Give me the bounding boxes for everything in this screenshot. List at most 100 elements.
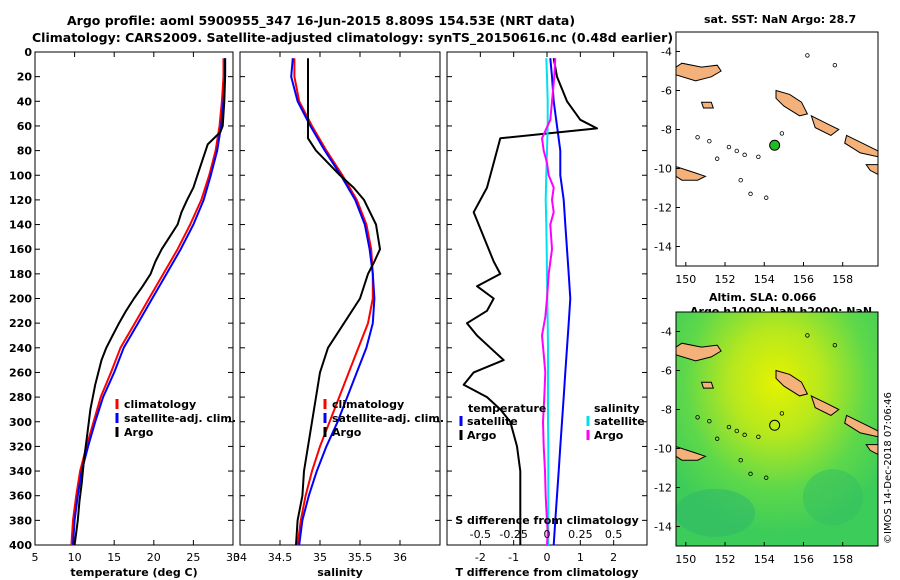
map-xtick-label: 154 xyxy=(754,273,775,286)
series-difference-salinity-argo xyxy=(541,58,557,546)
island-outline xyxy=(738,458,743,463)
legend-label-salinity: satellite-adj. clim. xyxy=(332,412,444,425)
ytick-label-depth: 300 xyxy=(9,416,32,429)
xlabel-temperature: temperature (deg C) xyxy=(70,566,197,579)
land-shape xyxy=(865,444,878,455)
legend-label-salinity: climatology xyxy=(332,398,404,411)
xtick-label-difference: 2 xyxy=(610,551,617,564)
xtick-label-temperature: 10 xyxy=(68,551,82,564)
map-ytick-label: -4 xyxy=(661,326,672,339)
land-shape xyxy=(775,369,809,397)
header-line-1: Argo profile: aoml 5900955_347 16-Jun-20… xyxy=(67,13,576,28)
land-shape xyxy=(810,114,840,136)
xtick-label-temperature: 15 xyxy=(107,551,121,564)
legend-label-difference: satellite xyxy=(594,415,645,428)
xtick-label-salinity: 35.5 xyxy=(348,551,373,564)
xtick-label-s: -0.5 xyxy=(470,528,491,541)
ytick-label-depth: 280 xyxy=(9,391,32,404)
map-xtick-label: 158 xyxy=(832,273,853,286)
xtick-label-s: 0.5 xyxy=(605,528,623,541)
map-xtick-label: 158 xyxy=(832,553,853,566)
ytick-label-depth: 340 xyxy=(9,465,32,478)
ytick-label-depth: 80 xyxy=(17,145,33,158)
island-outline xyxy=(805,333,810,338)
xtick-label-salinity: 36 xyxy=(393,551,407,564)
land-shape xyxy=(676,62,722,82)
series-temperature-argo xyxy=(73,58,227,546)
sla-low-region xyxy=(676,488,756,537)
island-outline xyxy=(707,419,712,424)
land-shape xyxy=(676,166,707,181)
ytick-label-depth: 140 xyxy=(9,219,32,232)
xlabel-difference: T difference from climatology xyxy=(455,566,638,579)
map-ytick-label: -8 xyxy=(661,124,672,137)
sst-map-title: sat. SST: NaN Argo: 28.7 xyxy=(704,13,857,26)
map-frame-sla-map xyxy=(675,311,879,547)
series-salinity-climatology xyxy=(293,58,374,546)
legend-label-difference: satellite xyxy=(467,415,518,428)
xlabel2-difference: S difference from climatology xyxy=(455,514,639,527)
xtick-label-s: 0 xyxy=(544,528,551,541)
map-ytick-label: -6 xyxy=(661,85,672,98)
land-shape xyxy=(775,89,809,117)
island-outline xyxy=(832,342,838,348)
island-outline xyxy=(764,475,769,480)
land-shape xyxy=(700,101,715,109)
ytick-label-depth: 380 xyxy=(9,514,32,527)
map-xtick-label: 154 xyxy=(754,553,775,566)
map-ytick-label: -4 xyxy=(661,46,672,59)
series-difference-temperature-satellite xyxy=(549,58,572,546)
ytick-label-depth: 320 xyxy=(9,440,32,453)
xtick-label-salinity: 35 xyxy=(313,551,327,564)
map-ytick-label: -10 xyxy=(654,443,672,456)
island-outline xyxy=(695,135,700,140)
island-outline xyxy=(714,156,720,161)
xtick-label-temperature: 20 xyxy=(147,551,161,564)
ytick-label-depth: 20 xyxy=(17,71,33,84)
ytick-label-depth: 260 xyxy=(9,366,32,379)
legend-label-temperature: Argo xyxy=(124,426,154,439)
map-body-sla-map xyxy=(676,312,878,546)
island-outline xyxy=(714,436,720,441)
ytick-label-depth: 100 xyxy=(9,169,32,182)
map-xtick-label: 156 xyxy=(793,273,814,286)
xtick-label-difference: 0 xyxy=(544,551,551,564)
land-shape xyxy=(700,381,714,389)
legend-label-salinity: Argo xyxy=(332,426,362,439)
argo-position-marker xyxy=(769,139,781,151)
map-frame-sst-map xyxy=(675,31,879,267)
xtick-label-difference: -2 xyxy=(475,551,486,564)
argo-position-marker xyxy=(769,419,781,431)
ytick-label-depth: 400 xyxy=(9,539,32,552)
panel-frame-salinity xyxy=(239,51,441,546)
island-outline xyxy=(738,177,743,183)
island-outline xyxy=(707,138,712,144)
sla-low-region xyxy=(802,469,863,526)
land-shape xyxy=(865,164,878,175)
land-shape xyxy=(676,446,707,461)
xlabel-salinity: salinity xyxy=(317,566,363,579)
legend-label-temperature: satellite-adj. clim. xyxy=(124,412,236,425)
map-ytick-label: -12 xyxy=(654,482,672,495)
xtick-label-s: 0.25 xyxy=(568,528,593,541)
map-ytick-label: -12 xyxy=(654,202,672,215)
sla-map-title: Altim. SLA: 0.066 xyxy=(709,291,817,304)
map-xtick-label: 150 xyxy=(675,553,696,566)
xtick-label-difference: 1 xyxy=(577,551,584,564)
ytick-label-depth: 0 xyxy=(24,46,32,59)
island-outline xyxy=(742,152,747,158)
xtick-label-salinity: 34.5 xyxy=(268,551,293,564)
xtick-label-temperature: 25 xyxy=(186,551,200,564)
island-outline xyxy=(805,53,810,58)
map-ytick-label: -14 xyxy=(654,521,672,534)
xtick-label-s: -0.25 xyxy=(499,528,527,541)
header-line-2: Climatology: CARS2009. Satellite-adjuste… xyxy=(32,30,674,45)
legend-label-difference: Argo xyxy=(594,429,624,442)
series-salinity-satellite-adj-clim- xyxy=(290,58,376,546)
ytick-label-depth: 220 xyxy=(9,317,32,330)
series-salinity-argo xyxy=(295,58,381,546)
land-shape xyxy=(676,342,722,362)
island-outline xyxy=(734,428,739,434)
map-ytick-label: -14 xyxy=(654,241,672,254)
